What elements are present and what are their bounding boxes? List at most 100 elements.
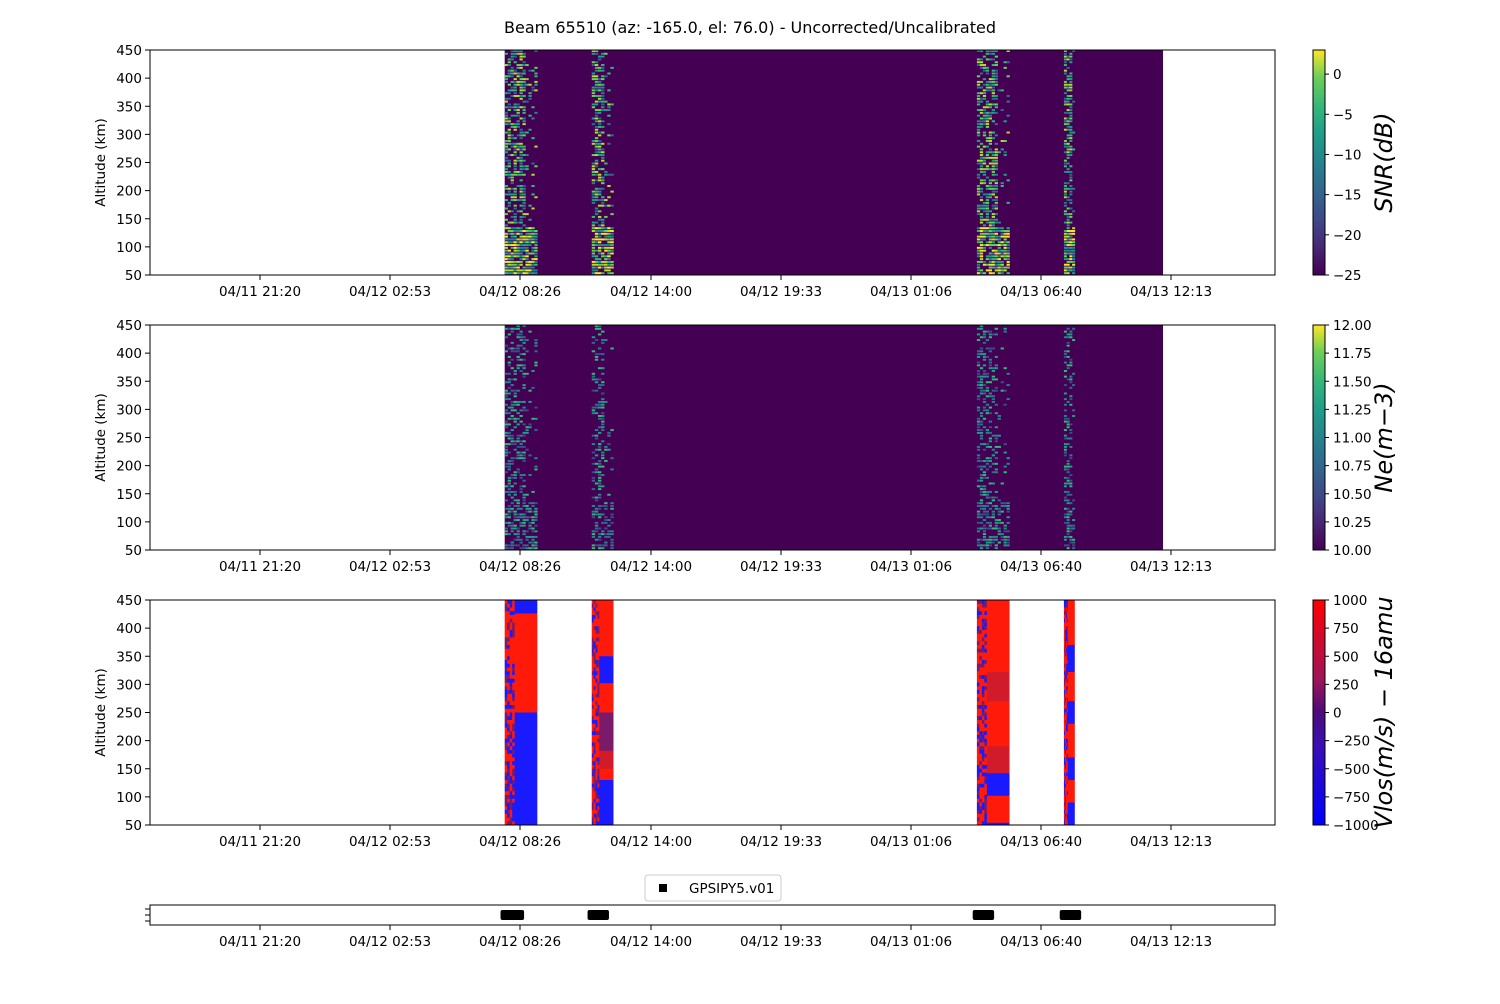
heatmap-cell [513,493,517,496]
heatmap-cell [534,89,538,92]
heatmap-cell [1063,221,1067,224]
heatmap-cell [601,440,605,443]
heatmap-cell [522,123,526,126]
vlos-cell [597,750,600,755]
heatmap-cell [985,493,990,496]
heatmap-cell [1069,213,1073,216]
vlos-cell [507,611,510,616]
vlos-cell [981,765,985,770]
vlos-cell [984,618,988,623]
heatmap-cell [982,372,987,375]
heatmap-cell [607,448,611,451]
heatmap-cell [1066,170,1070,173]
heatmap-cell [982,117,987,120]
heatmap-cell [534,272,538,275]
heatmap-cell [597,238,602,241]
vlos-cell [981,776,985,781]
heatmap-cell [525,505,529,507]
heatmap-cell [1069,170,1073,173]
vlos-cell [507,641,510,646]
heatmap-cell [991,541,995,544]
vlos-cell [1063,701,1066,706]
heatmap-cell [513,170,517,173]
heatmap-cell [991,535,995,538]
heatmap-cell [516,109,520,112]
heatmap-cell [994,173,998,176]
heatmap-cell [528,426,532,429]
heatmap-cell [1069,465,1073,468]
heatmap-cell [979,434,984,437]
ne-ytick-label: 250 [116,431,142,447]
heatmap-cell [528,244,532,247]
vlos-cell [1065,750,1068,755]
heatmap-cell [528,97,532,100]
heatmap-cell [982,182,987,185]
vlos-cell [1063,600,1066,605]
vlos-cell [507,648,510,653]
heatmap-cell [1066,482,1070,485]
vlos-cell [507,813,510,818]
heatmap-cell [991,185,995,187]
vlos-cell [595,708,598,713]
heatmap-cell [1072,263,1076,266]
vlos-cell [1065,727,1068,732]
vlos-cell [979,701,983,706]
heatmap-cell [504,465,508,468]
vlos-cell [1065,641,1068,646]
heatmap-cell [1063,80,1067,83]
heatmap-cell [528,95,532,97]
heatmap-cell [594,148,599,151]
heatmap-cell [510,443,514,446]
heatmap-cell [522,375,526,378]
heatmap-cell [982,488,987,491]
heatmap-cell [988,426,993,429]
heatmap-cell [519,78,523,81]
heatmap-cell [1066,156,1070,159]
vlos-cell [512,783,515,788]
heatmap-cell [601,156,605,159]
vlos-ytick-label: 350 [116,649,142,665]
heatmap-cell [513,137,517,140]
vlos-cell [593,757,596,762]
heatmap-cell [1006,372,1010,375]
vlos-cell [507,723,510,728]
vlos-cell [509,615,513,620]
vlos-cell [981,753,985,758]
heatmap-cell [594,434,599,437]
vlos-cell [1063,817,1066,822]
vlos-cell [593,603,596,608]
heatmap-cell [1066,476,1070,479]
heatmap-cell [594,454,599,457]
vlos-cell [979,708,983,713]
heatmap-cell [985,114,990,117]
heatmap-cell [994,218,998,221]
heatmap-cell [1006,263,1010,266]
vlos-cell [509,671,513,676]
heatmap-cell [988,538,993,541]
heatmap-cell [985,196,990,199]
heatmap-cell [594,406,599,409]
heatmap-cell [1069,114,1073,117]
heatmap-cell [522,145,526,148]
vlos-cell [597,783,600,788]
heatmap-cell [979,182,984,185]
heatmap-cell [988,333,993,336]
heatmap-cell [1003,154,1007,157]
heatmap-cell [979,353,984,356]
heatmap-cell [988,148,993,151]
heatmap-cell [516,106,520,109]
heatmap-cell [504,168,508,171]
heatmap-cell [607,269,611,272]
heatmap-cell [982,375,987,378]
heatmap-cell [607,72,611,75]
heatmap-cell [610,272,614,275]
vlos-cell [976,641,980,646]
heatmap-cell [513,272,517,275]
heatmap-cell [988,490,993,493]
heatmap-cell [610,252,614,255]
heatmap-cell [994,471,998,474]
heatmap-cell [979,252,984,255]
vlos-cell [591,708,594,713]
heatmap-cell [591,168,596,171]
heatmap-cell [985,510,990,513]
